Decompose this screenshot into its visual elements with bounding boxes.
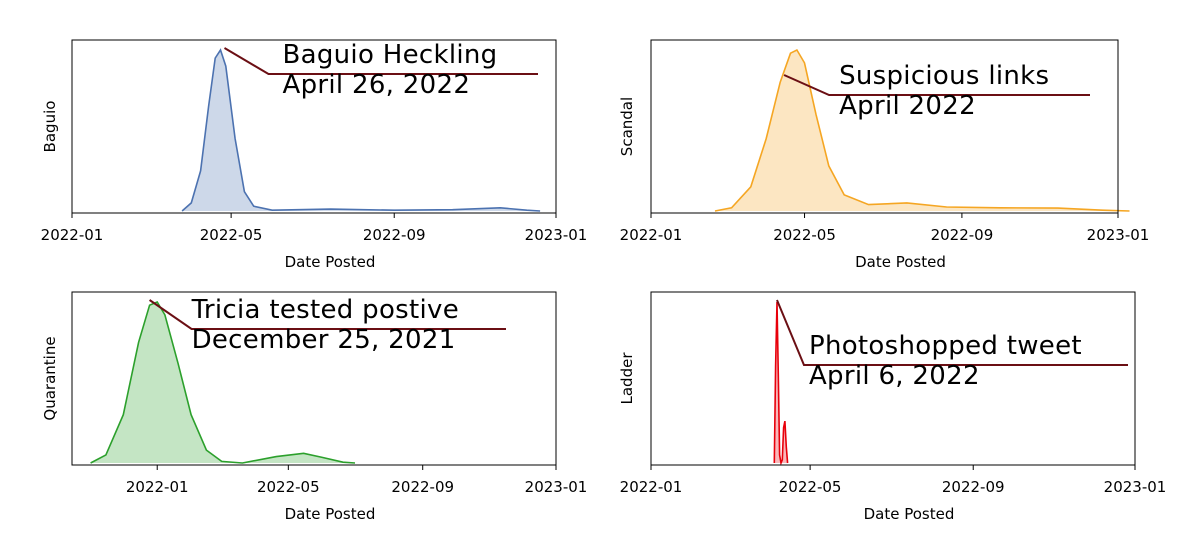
x-tick-label: 2023-01 xyxy=(1104,478,1167,496)
axes-frame xyxy=(650,39,1119,214)
x-tick-label: 2022-01 xyxy=(620,478,683,496)
annotation-pointer xyxy=(776,299,1128,366)
y-axis-label: Quarantine xyxy=(41,336,59,420)
subplot-baguio: 2022-01 2022-05 2022-09 2023-01 Date Posted B… xyxy=(41,39,588,271)
annotation-text: Photoshopped tweet xyxy=(809,331,1082,361)
density-line xyxy=(773,301,789,466)
annotation-text: April 26, 2022 xyxy=(282,70,470,100)
subplot-ladder: 2022-01 2022-05 2022-09 2023-01 Date Posted L… xyxy=(618,291,1167,523)
x-tick-label: 2022-09 xyxy=(363,226,426,244)
density-line xyxy=(714,48,1130,212)
annotation-text: April 6, 2022 xyxy=(809,361,980,391)
density-line xyxy=(90,300,356,464)
density-area xyxy=(182,50,541,211)
x-tick-label: 2022-01 xyxy=(41,226,104,244)
x-axis-label: Date Posted xyxy=(285,253,376,271)
x-tick-label: 2022-01 xyxy=(620,226,683,244)
y-axis-label: Baguio xyxy=(41,101,59,153)
y-axis-label: Scandal xyxy=(618,97,636,156)
y-axis-label: Ladder xyxy=(618,352,636,405)
x-tick-label: 2022-09 xyxy=(931,226,994,244)
axes-frame xyxy=(71,39,557,214)
axes-frame xyxy=(650,291,1136,466)
density-line xyxy=(181,48,541,212)
x-tick-label: 2022-05 xyxy=(773,226,836,244)
annotation-pointer xyxy=(223,47,538,75)
density-area xyxy=(714,50,1130,211)
x-tick-label: 2023-01 xyxy=(1087,226,1150,244)
axes-frame xyxy=(71,291,557,466)
x-tick-label: 2023-01 xyxy=(525,478,588,496)
density-area xyxy=(90,302,355,463)
subplot-scandal: 2022-01 2022-05 2022-09 2023-01 Date Posted S… xyxy=(618,39,1150,271)
x-tick-label: 2022-09 xyxy=(391,478,454,496)
annotation-text: Suspicious links xyxy=(839,61,1049,91)
annotation-text: April 2022 xyxy=(839,91,976,121)
annotation-text: December 25, 2021 xyxy=(192,325,456,355)
x-axis-label: Date Posted xyxy=(864,505,955,523)
x-tick-label: 2022-05 xyxy=(200,226,263,244)
x-axis-label: Date Posted xyxy=(285,505,376,523)
annotation-pointer xyxy=(149,299,506,330)
x-tick-label: 2022-05 xyxy=(779,478,842,496)
annotation-text: Tricia tested postive xyxy=(191,295,459,325)
x-axis-label: Date Posted xyxy=(855,253,946,271)
x-tick-label: 2022-09 xyxy=(942,478,1005,496)
x-tick-label: 2022-01 xyxy=(126,478,189,496)
subplot-quarantine: 2022-01 2022-05 2022-09 2023-01 Date Posted Q… xyxy=(41,291,588,523)
annotation-pointer xyxy=(783,74,1090,96)
annotation-text: Baguio Heckling xyxy=(282,40,497,70)
x-tick-label: 2023-01 xyxy=(525,226,588,244)
x-tick-label: 2022-05 xyxy=(257,478,320,496)
